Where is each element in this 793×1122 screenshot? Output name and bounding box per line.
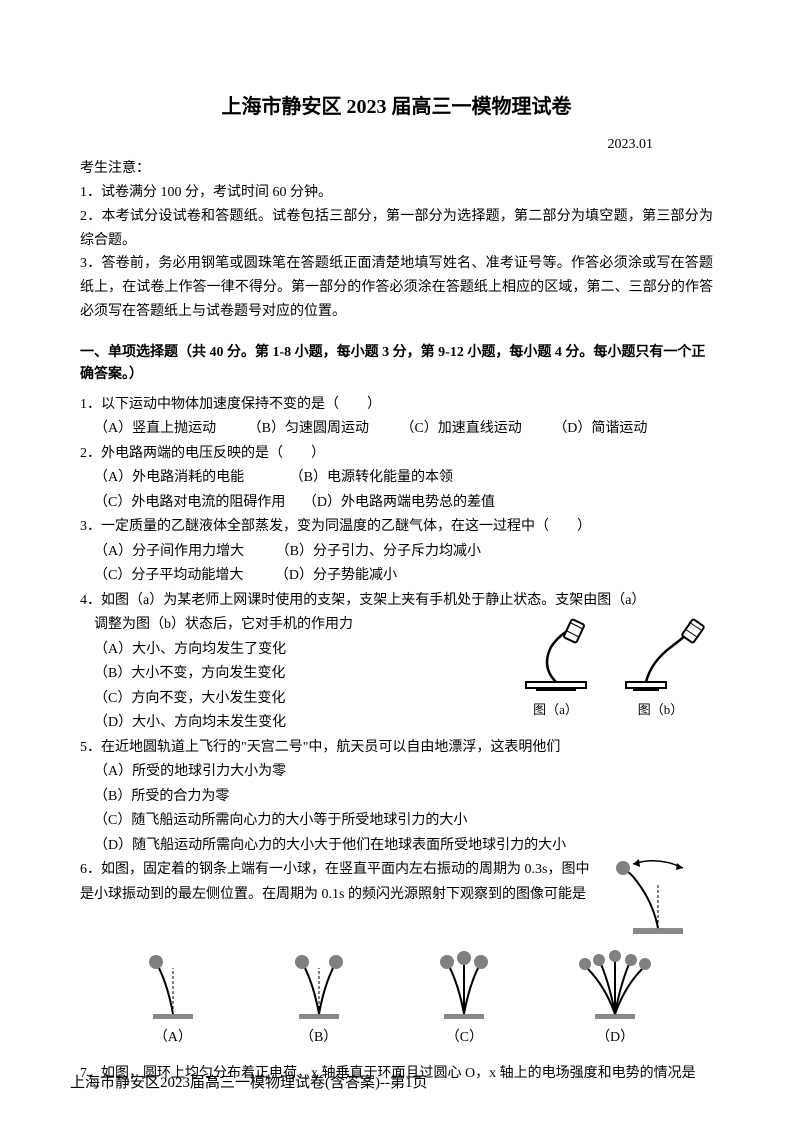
q6-stem: 6．如图，固定着的钢条上端有一小球，在竖直平面内左右振动的周期为 0.3s，图中… xyxy=(80,858,603,907)
section-1-header: 一、单项选择题（共 40 分。第 1-8 小题，每小题 3 分，第 9-12 小… xyxy=(80,342,713,387)
q6-fig-c-icon xyxy=(419,946,509,1026)
q4-fig-b-label: 图（b） xyxy=(616,699,706,718)
q3-stem: 3．一定质量的乙醚液体全部蒸发，变为同温度的乙醚气体，在这一过程中（ ） xyxy=(80,515,713,540)
page-footer: 上海市静安区2023届高三一模物理试卷(含答案)--第1页 xyxy=(70,1071,427,1092)
q1-b: （B）匀速圆周运动 xyxy=(248,421,369,436)
q3-d: （D）分子势能减小 xyxy=(275,568,397,583)
q2-options-row2: （C）外电路对电流的阻碍作用 （D）外电路两端电势总的差值 xyxy=(80,491,713,516)
q6-options: （A） （B） （C） xyxy=(80,946,713,1046)
q3-options-row1: （A）分子间作用力增大 （B）分子引力、分子斥力均减小 xyxy=(80,540,713,565)
notice-2: 2．本考试分设试卷和答题纸。试卷包括三部分，第一部分为选择题，第二部分为填空题，… xyxy=(80,205,713,253)
notice-1: 1．试卷满分 100 分，考试时间 60 分钟。 xyxy=(80,181,713,205)
q4-b: （B）大小不变，方向发生变化 xyxy=(80,662,503,687)
q6-a-label: （A） xyxy=(128,1026,218,1046)
q3-a: （A）分子间作用力增大 xyxy=(94,544,244,559)
bracket-b-icon xyxy=(616,617,706,697)
q3-b: （B）分子引力、分子斥力均减小 xyxy=(276,544,481,559)
q1-d: （D）简谐运动 xyxy=(553,421,647,436)
q4-d: （D）大小、方向均未发生变化 xyxy=(80,711,503,736)
exam-date: 2023.01 xyxy=(80,137,713,153)
q4-text-col: 调整为图（b）状态后，它对手机的作用力 （A）大小、方向均发生了变化 （B）大小… xyxy=(80,613,503,736)
q4-figure: 图（a） 图（b） xyxy=(503,613,713,718)
q4-stem1: 4．如图（a）为某老师上网课时使用的支架，支架上夹有手机处于静止状态。支架由图（… xyxy=(80,589,713,614)
q6-figure xyxy=(603,858,713,938)
q2-options-row1: （A）外电路消耗的电能 （B）电源转化能量的本领 xyxy=(80,466,713,491)
q6-fig-d-icon xyxy=(565,946,665,1026)
page-title: 上海市静安区 2023 届高三一模物理试卷 xyxy=(80,90,713,119)
q6-opt-b: （B） xyxy=(274,946,364,1046)
page: 上海市静安区 2023 届高三一模物理试卷 2023.01 考生注意： 1．试卷… xyxy=(0,0,793,1122)
q1-a: （A）竖直上抛运动 xyxy=(94,421,216,436)
q1-options: （A）竖直上抛运动 （B）匀速圆周运动 （C）加速直线运动 （D）简谐运动 xyxy=(80,417,713,442)
q4-c: （C）方向不变，大小发生变化 xyxy=(80,687,503,712)
q1-stem: 1．以下运动中物体加速度保持不变的是（ ） xyxy=(80,393,713,418)
q2-b: （B）电源转化能量的本领 xyxy=(290,470,453,485)
q2-stem: 2．外电路两端的电压反映的是（ ） xyxy=(80,442,713,467)
notice-3: 3．答卷前，务必用钢笔或圆珠笔在答题纸正面清楚地填写姓名、准考证号等。作答必须涂… xyxy=(80,252,713,323)
notice-heading: 考生注意： xyxy=(80,157,713,177)
q4-fig-a: 图（a） xyxy=(511,617,601,718)
q6-opt-c: （C） xyxy=(419,946,509,1046)
q5-b: （B）所受的合力为零 xyxy=(80,785,713,810)
q5-d: （D）随飞船运动所需向心力的大小大于他们在地球表面所受地球引力的大小 xyxy=(80,834,713,859)
q6-b-label: （B） xyxy=(274,1026,364,1046)
q4-stem2: 调整为图（b）状态后，它对手机的作用力 xyxy=(80,613,503,638)
steel-strip-icon xyxy=(603,858,703,938)
q6-opt-d: （D） xyxy=(565,946,665,1046)
q6-row: 6．如图，固定着的钢条上端有一小球，在竖直平面内左右振动的周期为 0.3s，图中… xyxy=(80,858,713,938)
q6-opt-a: （A） xyxy=(128,946,218,1046)
q1-c: （C）加速直线运动 xyxy=(400,421,521,436)
q2-a: （A）外电路消耗的电能 xyxy=(94,470,244,485)
q4-row: 调整为图（b）状态后，它对手机的作用力 （A）大小、方向均发生了变化 （B）大小… xyxy=(80,613,713,736)
q5-c: （C）随飞船运动所需向心力的大小等于所受地球引力的大小 xyxy=(80,809,713,834)
q4-fig-a-label: 图（a） xyxy=(511,699,601,718)
q4-fig-b: 图（b） xyxy=(616,617,706,718)
bracket-a-icon xyxy=(511,617,601,697)
q3-c: （C）分子平均动能增大 xyxy=(94,568,243,583)
q4-a: （A）大小、方向均发生了变化 xyxy=(80,638,503,663)
q6-c-label: （C） xyxy=(419,1026,509,1046)
q2-d: （D）外电路两端电势总的差值 xyxy=(303,495,495,510)
q5-stem: 5．在近地圆轨道上飞行的"天宫二号"中，航天员可以自由地漂浮，这表明他们 xyxy=(80,736,713,761)
q6-fig-b-icon xyxy=(274,946,364,1026)
q6-d-label: （D） xyxy=(565,1026,665,1046)
q3-options-row2: （C）分子平均动能增大 （D）分子势能减小 xyxy=(80,564,713,589)
q2-c: （C）外电路对电流的阻碍作用 xyxy=(94,495,285,510)
q6-fig-a-icon xyxy=(128,946,218,1026)
q5-a: （A）所受的地球引力大小为零 xyxy=(80,760,713,785)
